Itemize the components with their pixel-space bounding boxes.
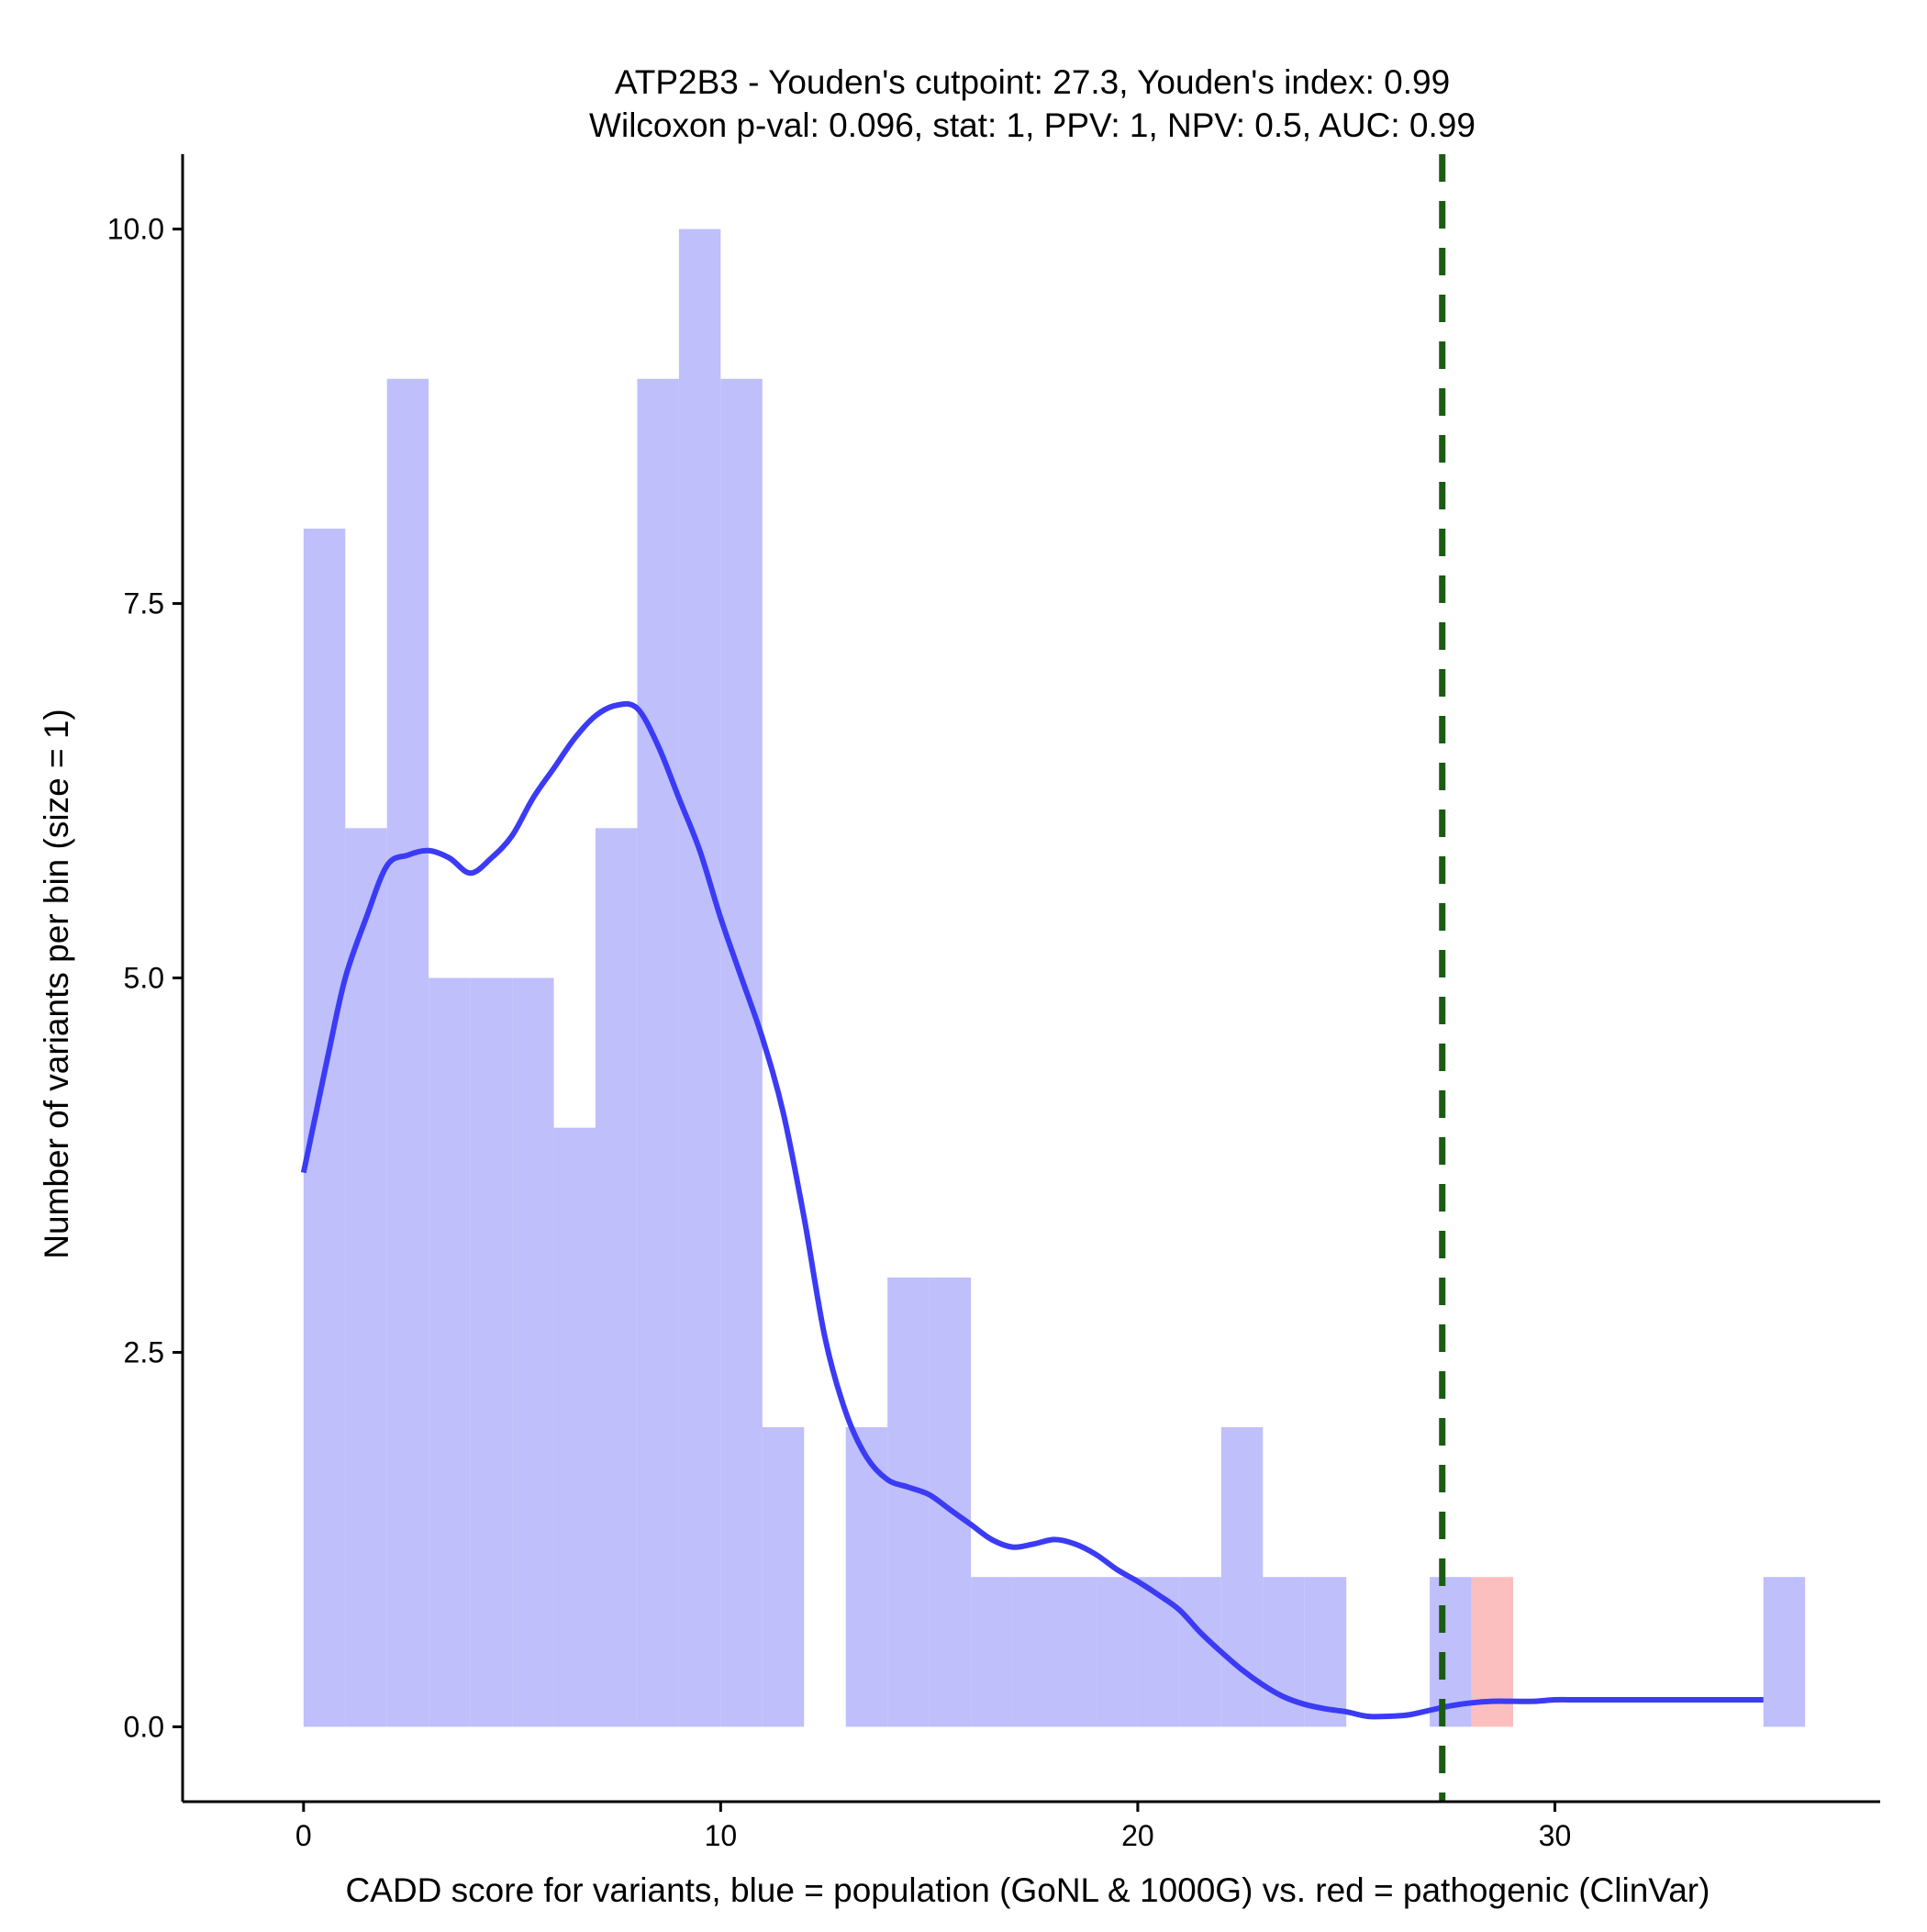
y-tick-label: 7.5 [124,587,164,620]
y-tick-label: 2.5 [124,1335,164,1368]
y-tick-label: 0.0 [124,1710,164,1743]
x-tick-label: 20 [1121,1819,1154,1852]
population-bar [470,977,513,1727]
y-axis-label: Number of variants per bin (size = 1) [38,709,75,1258]
population-bar [1096,1577,1138,1727]
density-curve [300,700,1764,1720]
bars-layer [303,229,1806,1727]
population-bar [929,1277,972,1727]
population-bar [1054,1577,1097,1727]
population-bar [971,1577,1013,1727]
x-axis-ticks: 0 10 20 30 [295,1802,1571,1852]
population-bar [429,977,471,1727]
population-bar [1179,1577,1221,1727]
y-tick-label: 10.0 [107,213,164,246]
x-tick-label: 10 [705,1819,738,1852]
population-bar [303,528,346,1727]
population-bar [1012,1577,1054,1727]
y-tick-label: 5.0 [124,962,164,995]
population-bar [678,229,721,1727]
population-bar [596,828,638,1727]
chart-title-line-2: Wilcoxon p-val: 0.096, stat: 1, PPV: 1, … [589,106,1476,144]
y-axis-ticks: 0.0 2.5 5.0 7.5 10.0 [107,213,183,1743]
population-bar [512,977,554,1727]
population-bar [1137,1577,1180,1727]
population-bar [637,378,679,1727]
population-bar [720,378,763,1727]
population-bar [1304,1577,1347,1727]
population-bar [386,378,429,1727]
population-bar [1763,1577,1806,1727]
population-bar [887,1277,930,1727]
population-bar [553,1127,596,1727]
population-bar [762,1427,805,1727]
x-tick-label: 0 [295,1819,312,1852]
chart-title-line-1: ATP2B3 - Youden's cutpoint: 27.3, Youden… [615,63,1450,101]
x-tick-label: 30 [1539,1819,1572,1852]
population-bar [345,828,387,1727]
x-axis-label: CADD score for variants, blue = populati… [346,1871,1710,1909]
